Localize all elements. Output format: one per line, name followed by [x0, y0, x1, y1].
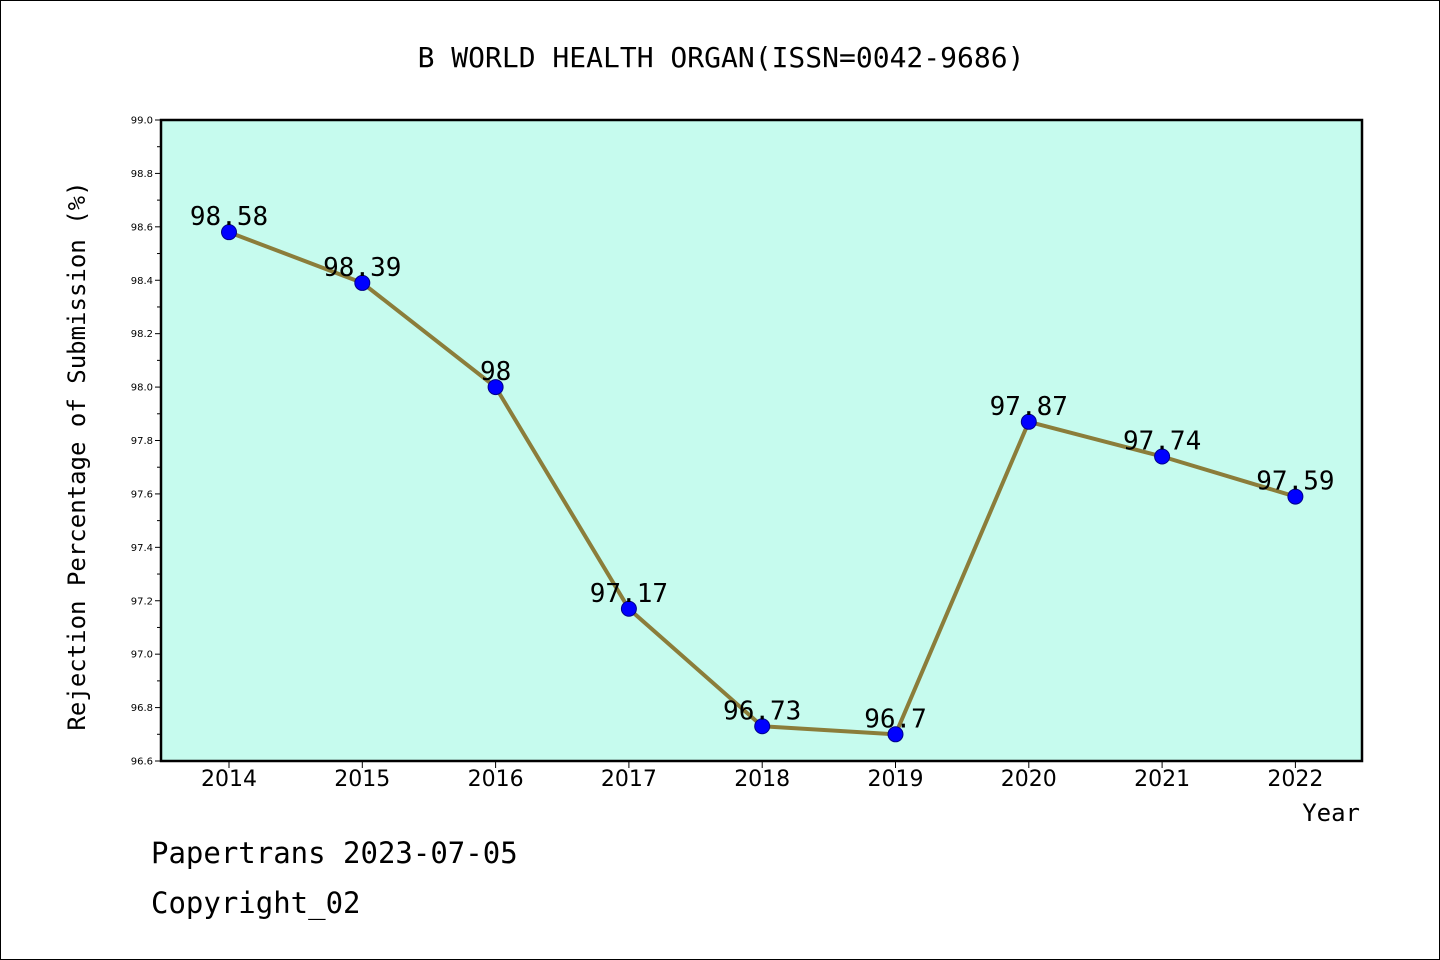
x-axis-label: Year: [1302, 799, 1360, 827]
data-label: 97.17: [590, 579, 668, 609]
y-tick-label: 97.6: [131, 489, 153, 500]
x-tick-label: 2015: [334, 767, 390, 792]
y-tick-label: 97.0: [131, 650, 153, 661]
data-label: 96.7: [864, 704, 927, 734]
data-label: 96.73: [723, 696, 801, 726]
data-labels-layer: 98.58 98.39 98 97.17 96.73 96.7 97.87 97.74 97.5…: [190, 202, 1335, 734]
y-tick-label: 99.0: [131, 116, 153, 127]
data-label: 97.59: [1256, 467, 1334, 497]
data-label: 97.87: [990, 392, 1068, 422]
y-tick-label: 98.8: [131, 169, 153, 180]
y-tick-label: 97.8: [131, 436, 153, 447]
y-tick-label: 98.6: [131, 222, 153, 233]
y-tick-label: 96.8: [131, 703, 153, 714]
y-tick-label: 97.2: [131, 596, 153, 607]
y-tick-label: 98.0: [131, 383, 153, 394]
x-tick-label: 2022: [1267, 767, 1323, 792]
data-point: [1020, 413, 1037, 430]
data-point: [754, 718, 771, 735]
chart-title: B WORLD HEALTH ORGAN(ISSN=0042-9686): [418, 41, 1025, 74]
data-point: [221, 224, 237, 241]
footer-date-line: Papertrans 2023-07-05: [151, 836, 518, 870]
data-point: [1287, 488, 1304, 505]
y-tick-label: 96.6: [131, 757, 153, 768]
series-layer: [221, 224, 1304, 743]
y-tick-label: 97.4: [131, 543, 153, 554]
x-tick-label: 2019: [868, 767, 924, 792]
x-tick-label: 2020: [1001, 767, 1057, 792]
data-point: [620, 600, 637, 617]
footer-copyright-line: Copyright_02: [151, 886, 361, 920]
data-label: 97.74: [1123, 427, 1201, 457]
x-tick-label: 2016: [468, 767, 524, 792]
y-tick-label: 98.2: [131, 329, 153, 340]
plot-area: [161, 120, 1362, 761]
data-point: [487, 379, 504, 396]
plot-frame: [159, 118, 1364, 763]
y-axis-label: Rejection Percentage of Submission (%): [63, 181, 91, 730]
x-tick-label: 2014: [201, 767, 257, 792]
data-label: 98.39: [323, 253, 401, 283]
data-point: [354, 274, 371, 291]
data-point: [1154, 448, 1171, 465]
y-tick-label: 98.4: [131, 276, 153, 287]
data-label: 98.58: [190, 202, 268, 232]
x-tick-label: 2018: [734, 767, 790, 792]
x-tick-label: 2017: [601, 767, 657, 792]
y-axis: 96.6 96.8 97.0 97.2 97.4 97.6 97.8 98.0 98.2 98.4…: [131, 116, 161, 768]
x-tick-label: 2021: [1134, 767, 1190, 792]
x-axis: 2014 2015 2016 2017 2018 2019 2020 2021 2022: [201, 761, 1323, 792]
data-label: 98: [480, 357, 511, 387]
data-point: [887, 726, 904, 743]
